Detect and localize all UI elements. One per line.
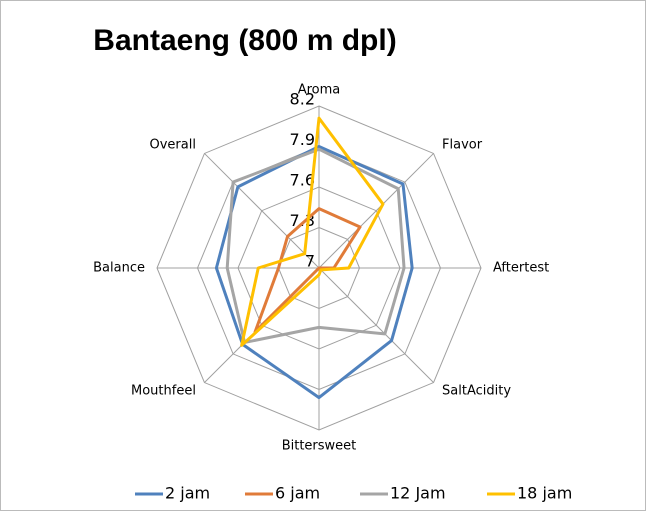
- axis-label: Mouthfeel: [131, 384, 196, 399]
- legend-label: 6 jam: [275, 484, 320, 503]
- series-line: [240, 116, 385, 347]
- tick-label: 7: [305, 252, 315, 271]
- legend-label: 2 jam: [165, 484, 210, 503]
- tick-label: 7.6: [290, 171, 315, 190]
- spoke: [318, 267, 434, 383]
- series-line: [253, 207, 362, 334]
- axis-label: Flavor: [442, 137, 483, 152]
- axis-label: Bittersweet: [282, 439, 357, 454]
- tick-label: 7.9: [290, 130, 315, 149]
- spoke: [204, 153, 320, 269]
- tick-label: 8.2: [290, 90, 315, 109]
- axis-label: SaltAcidity: [442, 384, 511, 399]
- spoke: [318, 153, 434, 269]
- axis-label: Overall: [149, 137, 195, 152]
- chart-title: Bantaeng (800 m dpl): [93, 24, 396, 57]
- axis-label: Aftertest: [493, 261, 549, 276]
- legend-label: 12 Jam: [390, 484, 446, 503]
- series-line: [225, 147, 406, 344]
- legend-label: 18 jam: [517, 484, 572, 503]
- axis-label: Balance: [93, 261, 145, 276]
- axis-label: Aroma: [298, 83, 341, 98]
